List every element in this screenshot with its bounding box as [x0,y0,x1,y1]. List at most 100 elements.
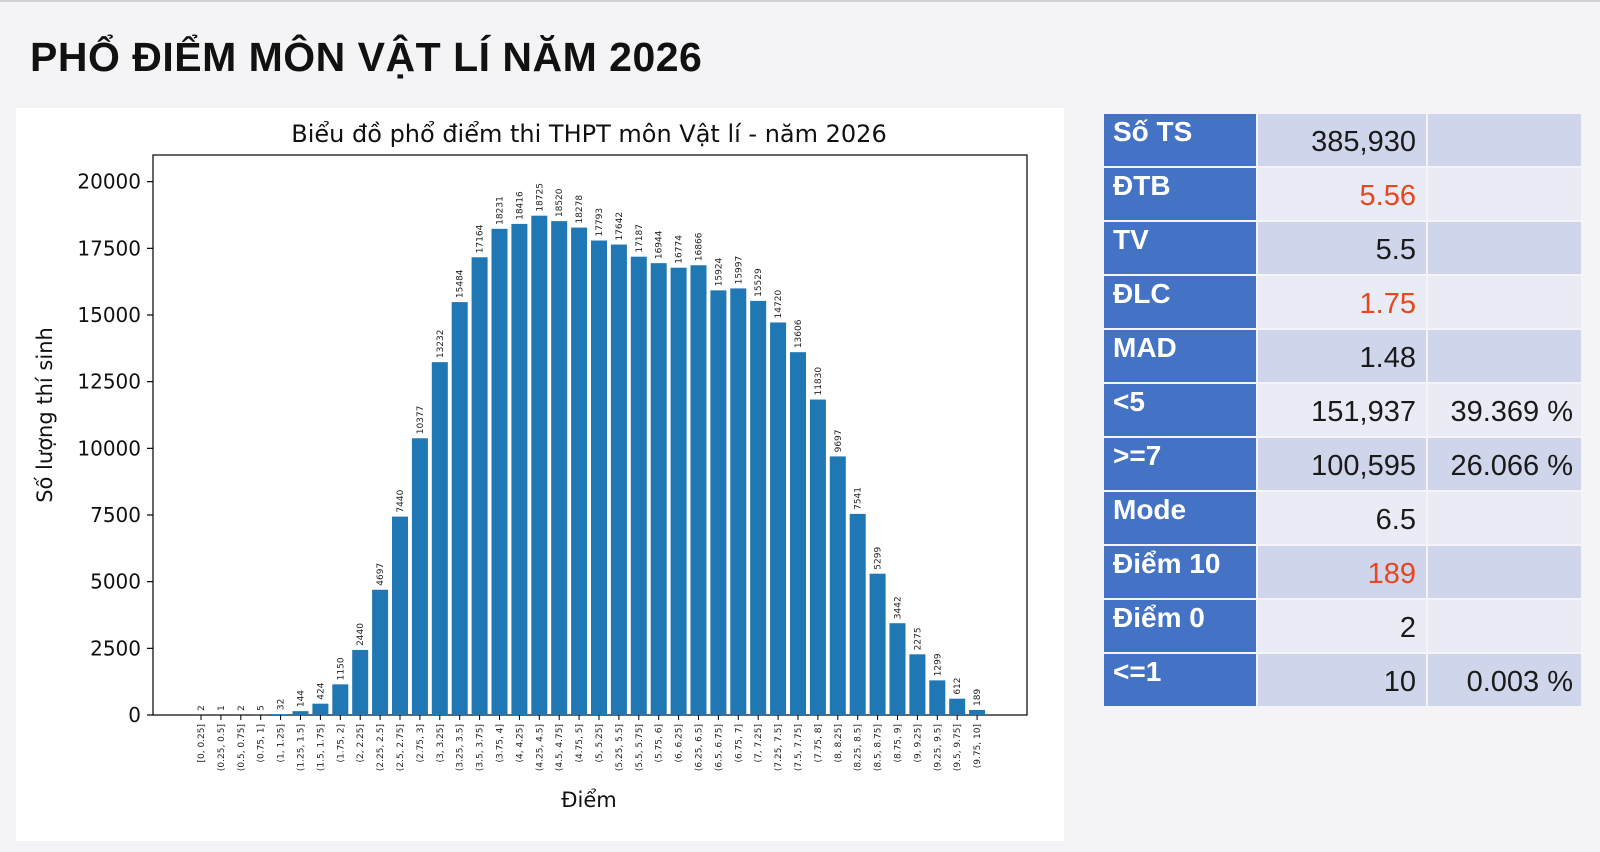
score-distribution-chart: Biểu đồ phổ điểm thi THPT môn Vật lí - n… [33,120,1028,812]
bar [690,265,707,715]
stat-label: TV [1104,222,1256,274]
stat-label: Điểm 10 [1104,546,1256,598]
bar-value-label: 15484 [456,269,466,298]
bar [630,256,647,715]
bar [332,684,349,715]
x-tick-label: (0.5, 0.75] [237,724,247,771]
x-tick-label: (4.5, 4.75] [555,724,565,771]
x-tick-label: (6.75, 7] [734,724,744,763]
bar [730,288,747,715]
bar-value-label: 16774 [675,235,685,264]
bar [829,456,846,715]
stat-percent: 0.003 % [1428,654,1581,706]
stat-percent [1428,222,1581,274]
x-tick-label: (7, 7.25] [754,724,764,763]
chart-panel: Biểu đồ phổ điểm thi THPT môn Vật lí - n… [16,108,1064,841]
bar [272,714,289,715]
stat-value: 10 [1258,654,1426,706]
bar-value-label: 16866 [695,232,705,261]
stat-percent: 26.066 % [1428,438,1581,490]
bar [451,302,468,715]
bar-value-label: 15529 [754,268,764,297]
x-tick-label: [0, 0.25] [197,724,207,763]
bar [491,228,508,715]
top-divider [0,0,1600,2]
x-tick-label: (5.75, 6] [655,724,665,763]
stat-label: Điểm 0 [1104,600,1256,652]
page-title: PHỔ ĐIỂM MÔN VẬT LÍ NĂM 2026 [30,34,703,80]
x-tick-label: (8.5, 8.75] [874,724,884,771]
y-tick-label: 10000 [77,436,141,460]
x-tick-label: (0.25, 0.5] [217,724,227,771]
bar-value-label: 15924 [714,257,724,286]
bar-value-label: 5299 [874,547,884,570]
bar-value-label: 5 [257,705,267,711]
x-tick-label: (2, 2.25] [356,724,366,763]
x-tick-label: (1.5, 1.75] [316,724,326,771]
bar [551,221,568,715]
bar [610,244,627,715]
x-tick-label: (6.25, 6.5] [695,724,705,771]
bar-value-label: 1299 [933,653,943,676]
bar-value-label: 9697 [834,430,844,453]
bar-value-label: 612 [953,677,963,694]
bar [431,362,448,715]
bar-value-label: 2440 [356,623,366,646]
bar [909,654,926,715]
stat-percent [1428,330,1581,382]
x-tick-label: (8, 8.25] [834,724,844,763]
bar-value-label: 3442 [894,596,904,619]
stats-row: TV 5.5 [1104,222,1581,274]
bar [471,257,488,715]
stats-row: MAD 1.48 [1104,330,1581,382]
bar-value-label: 2275 [913,627,923,650]
stats-row: ĐLC 1.75 [1104,276,1581,328]
bar-value-label: 18278 [575,195,585,224]
bar [889,623,906,715]
bar-value-label: 4697 [376,563,386,586]
x-tick-label: (9.75, 10] [973,724,983,768]
x-tick-label: (7.5, 7.75] [794,724,804,771]
bar-value-label: 189 [973,689,983,706]
bar [372,589,389,715]
bar-value-label: 15997 [734,256,744,285]
x-tick-label: (3.5, 3.75] [476,724,486,771]
bar-value-label: 2 [197,705,207,711]
bar [670,267,687,715]
chart-title: Biểu đồ phổ điểm thi THPT môn Vật lí - n… [291,120,886,148]
stat-value: 1.75 [1258,276,1426,328]
stat-label: Mode [1104,492,1256,544]
stat-value: 151,937 [1258,384,1426,436]
bar [591,240,607,715]
bar [650,263,667,715]
bar-value-label: 18416 [515,191,525,220]
stats-row: <=1 10 0.003 % [1104,654,1581,706]
x-tick-label: (2.25, 2.5] [376,724,386,771]
x-tick-label: (3.75, 4] [496,724,506,763]
bar-value-label: 17164 [476,224,486,253]
bar [770,322,787,715]
bar-value-label: 18231 [496,196,506,225]
stat-percent [1428,492,1581,544]
bar-value-label: 17187 [635,224,645,253]
y-tick-label: 20000 [77,170,141,194]
x-tick-label: (4, 4.25] [515,724,525,763]
y-tick-label: 15000 [77,303,141,327]
x-tick-label: (1, 1.25] [277,724,287,763]
stat-label: >=7 [1104,438,1256,490]
bar [849,513,866,715]
bar-value-label: 18725 [535,183,545,212]
stat-percent [1428,168,1581,220]
x-tick-label: (8.25, 8.5] [854,724,864,771]
bar [571,227,588,715]
stats-row: >=7 100,595 26.066 % [1104,438,1581,490]
x-tick-label: (9.25, 9.5] [933,724,943,771]
bar [969,709,986,715]
bar-value-label: 13232 [436,330,446,359]
bar-value-label: 7440 [396,489,406,512]
stat-label: ĐTB [1104,168,1256,220]
bar [292,711,309,715]
bar [312,703,329,715]
stat-percent [1428,546,1581,598]
